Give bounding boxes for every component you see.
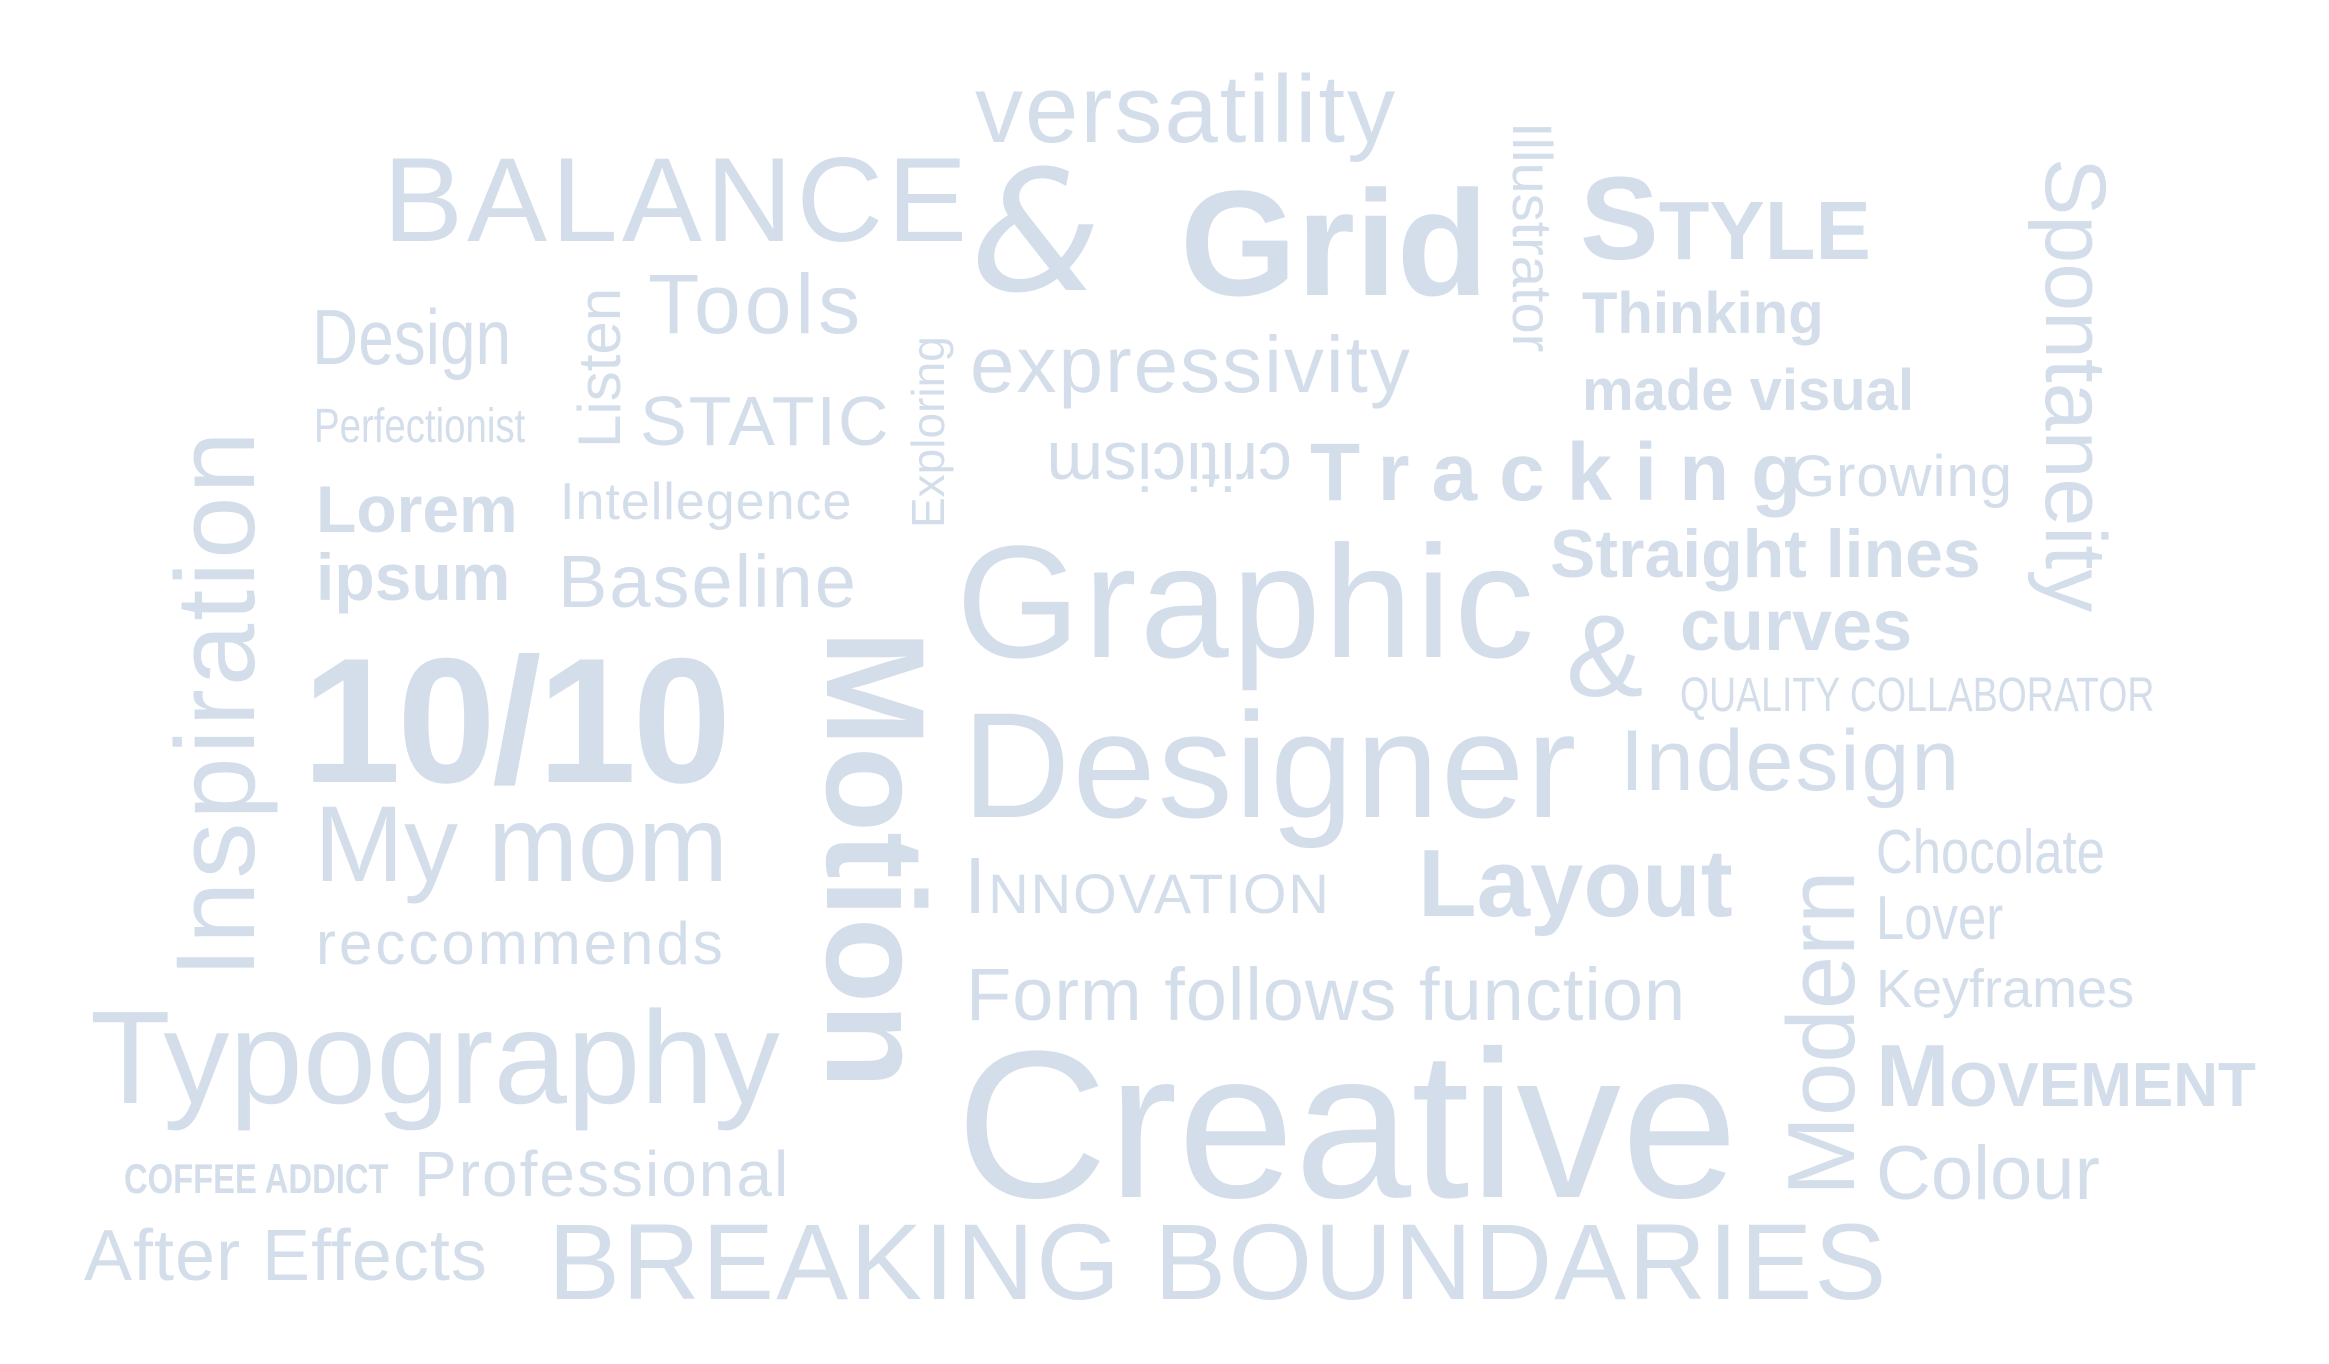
word-criticism: criticism: [1046, 428, 1292, 504]
word-graphic: Graphic: [956, 512, 1538, 691]
word-perfectionist: Perfectionist: [314, 400, 526, 453]
word-innovation: Innovation: [964, 841, 1331, 930]
word-ampersand: &: [1566, 591, 1644, 721]
word-lover: Lover: [1876, 884, 2004, 953]
word-illustrator: Illustrator: [1501, 122, 1564, 353]
word-quality-collaborator: QUALITY COLLABORATOR: [1680, 669, 2155, 722]
word-designer: Designer: [962, 681, 1579, 849]
word-made-visual: made visual: [1582, 358, 1915, 423]
word-coffee-addict: COFFEE ADDICT: [124, 1155, 389, 1202]
word-expressivity: expressivity: [970, 320, 1412, 409]
word-my-mom: My mom: [314, 783, 728, 904]
word-motion: Motion: [797, 630, 954, 1089]
word-colour: Colour: [1876, 1131, 2100, 1216]
word-ipsum: ipsum: [316, 540, 511, 614]
word-intellegence: Intellegence: [560, 473, 853, 531]
word-tracking: Tracking: [1310, 427, 1824, 518]
word-professional: Professional: [414, 1138, 791, 1210]
word-growing: Growing: [1790, 444, 2013, 509]
word-design: Design: [312, 293, 512, 381]
word-keyframes: Keyframes: [1876, 959, 2135, 1019]
word-straight-lines: Straight lines: [1550, 516, 1981, 592]
word-ten-ten: 10/10: [302, 621, 731, 820]
word-spontaneity: Spontaneity: [2027, 158, 2123, 613]
word-static: STATIC: [640, 382, 891, 460]
word-curves: curves: [1680, 586, 1913, 666]
word-breaking-boundaries: BREAKING BOUNDARIES: [548, 1201, 1889, 1322]
word-inspiration: Inspiration: [153, 428, 278, 978]
word-creative: Creative: [956, 1007, 1738, 1242]
word-thinking: Thinking: [1582, 281, 1824, 346]
word-movement: Movement: [1876, 1026, 2256, 1125]
word-chocolate: Chocolate: [1876, 818, 2105, 887]
word-ampersand-symbol: &: [970, 134, 1102, 330]
word-baseline: Baseline: [558, 540, 858, 623]
word-after-effects: After Effects: [84, 1216, 488, 1296]
word-tools: Tools: [648, 257, 865, 351]
word-listen: Listen: [566, 287, 633, 448]
word-indesign: Indesign: [1620, 713, 1962, 809]
word-balance: BALANCE: [383, 133, 972, 267]
word-grid: Grid: [1180, 159, 1489, 327]
word-style: Style: [1580, 153, 1871, 285]
word-form-follows-function: Form follows function: [966, 953, 1687, 1036]
word-versatility: versatility: [975, 56, 1398, 163]
word-layout: Layout: [1418, 830, 1733, 937]
word-reccommends: reccommends: [316, 910, 726, 977]
word-modern: Modern: [1768, 870, 1875, 1197]
word-exploring: Exploring: [902, 336, 954, 528]
word-lorem: Lorem: [316, 472, 518, 546]
word-typography: Typography: [90, 984, 780, 1131]
